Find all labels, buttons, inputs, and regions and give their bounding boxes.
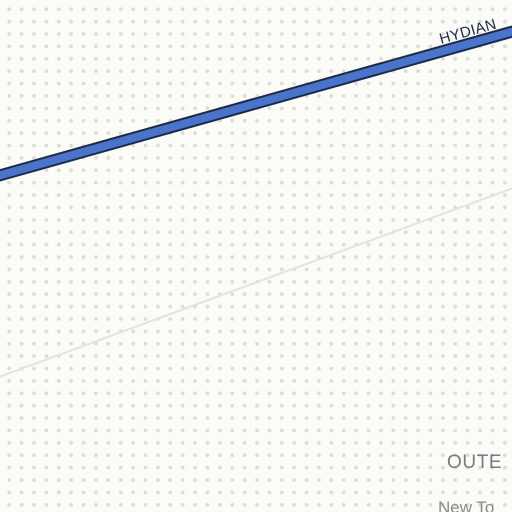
highway-road[interactable]	[0, 27, 512, 180]
minor-road	[0, 187, 512, 378]
district-label: OUTE	[447, 452, 503, 473]
town-label: New To	[438, 498, 495, 512]
